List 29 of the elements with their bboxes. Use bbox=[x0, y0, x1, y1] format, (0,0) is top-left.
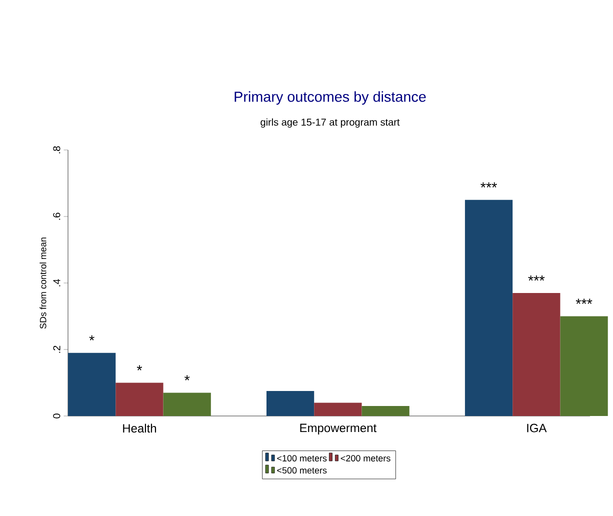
y-tick-label: .4 bbox=[53, 279, 60, 286]
data-label: *** bbox=[576, 298, 592, 304]
y-axis-title: SDs from control mean bbox=[40, 238, 46, 329]
bar bbox=[163, 392, 211, 416]
chart-title: Primary outcomes by distance bbox=[234, 91, 426, 105]
y-tick-label: 0 bbox=[53, 414, 60, 418]
x-tick-label: IGA bbox=[527, 424, 547, 432]
bar bbox=[464, 200, 513, 416]
bar bbox=[266, 391, 314, 416]
data-label: * bbox=[184, 375, 190, 380]
bar bbox=[362, 406, 410, 416]
legend-label: <200 meters bbox=[340, 455, 390, 462]
data-label: *** bbox=[528, 276, 545, 281]
y-tick-label: .6 bbox=[53, 212, 60, 220]
bar bbox=[314, 402, 362, 416]
x-tick-label: Empowerment bbox=[300, 424, 377, 435]
bar bbox=[560, 316, 608, 416]
data-label: * bbox=[89, 335, 94, 340]
y-tick-label: .8 bbox=[53, 146, 60, 154]
x-tick-label: Health bbox=[123, 424, 156, 433]
bar bbox=[512, 292, 560, 416]
y-tick-label: .2 bbox=[53, 346, 60, 353]
bar bbox=[68, 352, 116, 416]
legend-label: <500 meters bbox=[277, 467, 327, 474]
data-label: * bbox=[136, 365, 142, 370]
bar bbox=[116, 382, 164, 416]
data-label: *** bbox=[480, 182, 497, 188]
chart-subtitle: girls age 15-17 at program start bbox=[260, 118, 400, 128]
legend-label: <100 meters bbox=[277, 455, 327, 462]
